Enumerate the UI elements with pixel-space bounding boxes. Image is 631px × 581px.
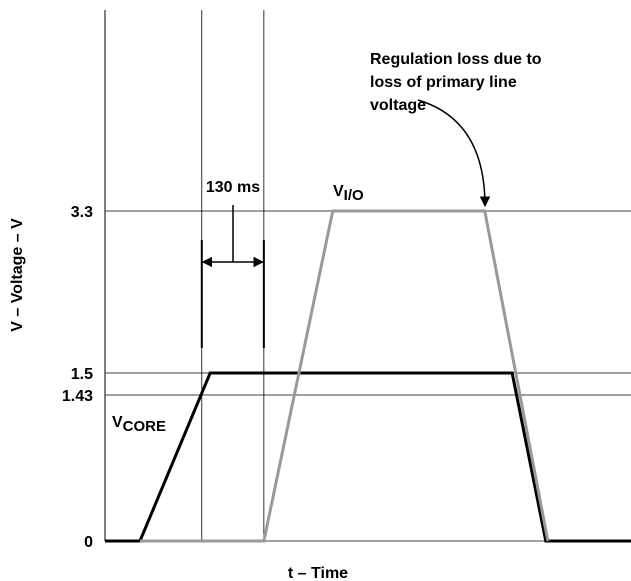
annotation-arrow [417, 99, 491, 208]
annotation: loss of primary line [370, 74, 517, 91]
y-tick-label: 1.43 [62, 388, 93, 405]
series-label: VCORE [112, 414, 166, 435]
y-tick-label: 1.5 [71, 366, 93, 383]
y-axis-label: V – Voltage – V [9, 218, 26, 332]
series-label: VI/O [333, 183, 364, 204]
interval-label: 130 ms [206, 179, 260, 196]
annotation: voltage [370, 97, 426, 114]
annotation: Regulation loss due to [370, 51, 542, 68]
x-axis-label: t – Time [288, 565, 348, 581]
series-label-main: V [112, 414, 123, 431]
series-label-sub: I/O [344, 187, 364, 204]
series-line [139, 209, 550, 543]
y-tick-label: 0 [84, 534, 93, 551]
series-line [105, 371, 631, 543]
y-tick-label: 3.3 [71, 204, 93, 221]
series-label-sub: CORE [123, 418, 166, 435]
series-label-main: V [333, 183, 344, 200]
